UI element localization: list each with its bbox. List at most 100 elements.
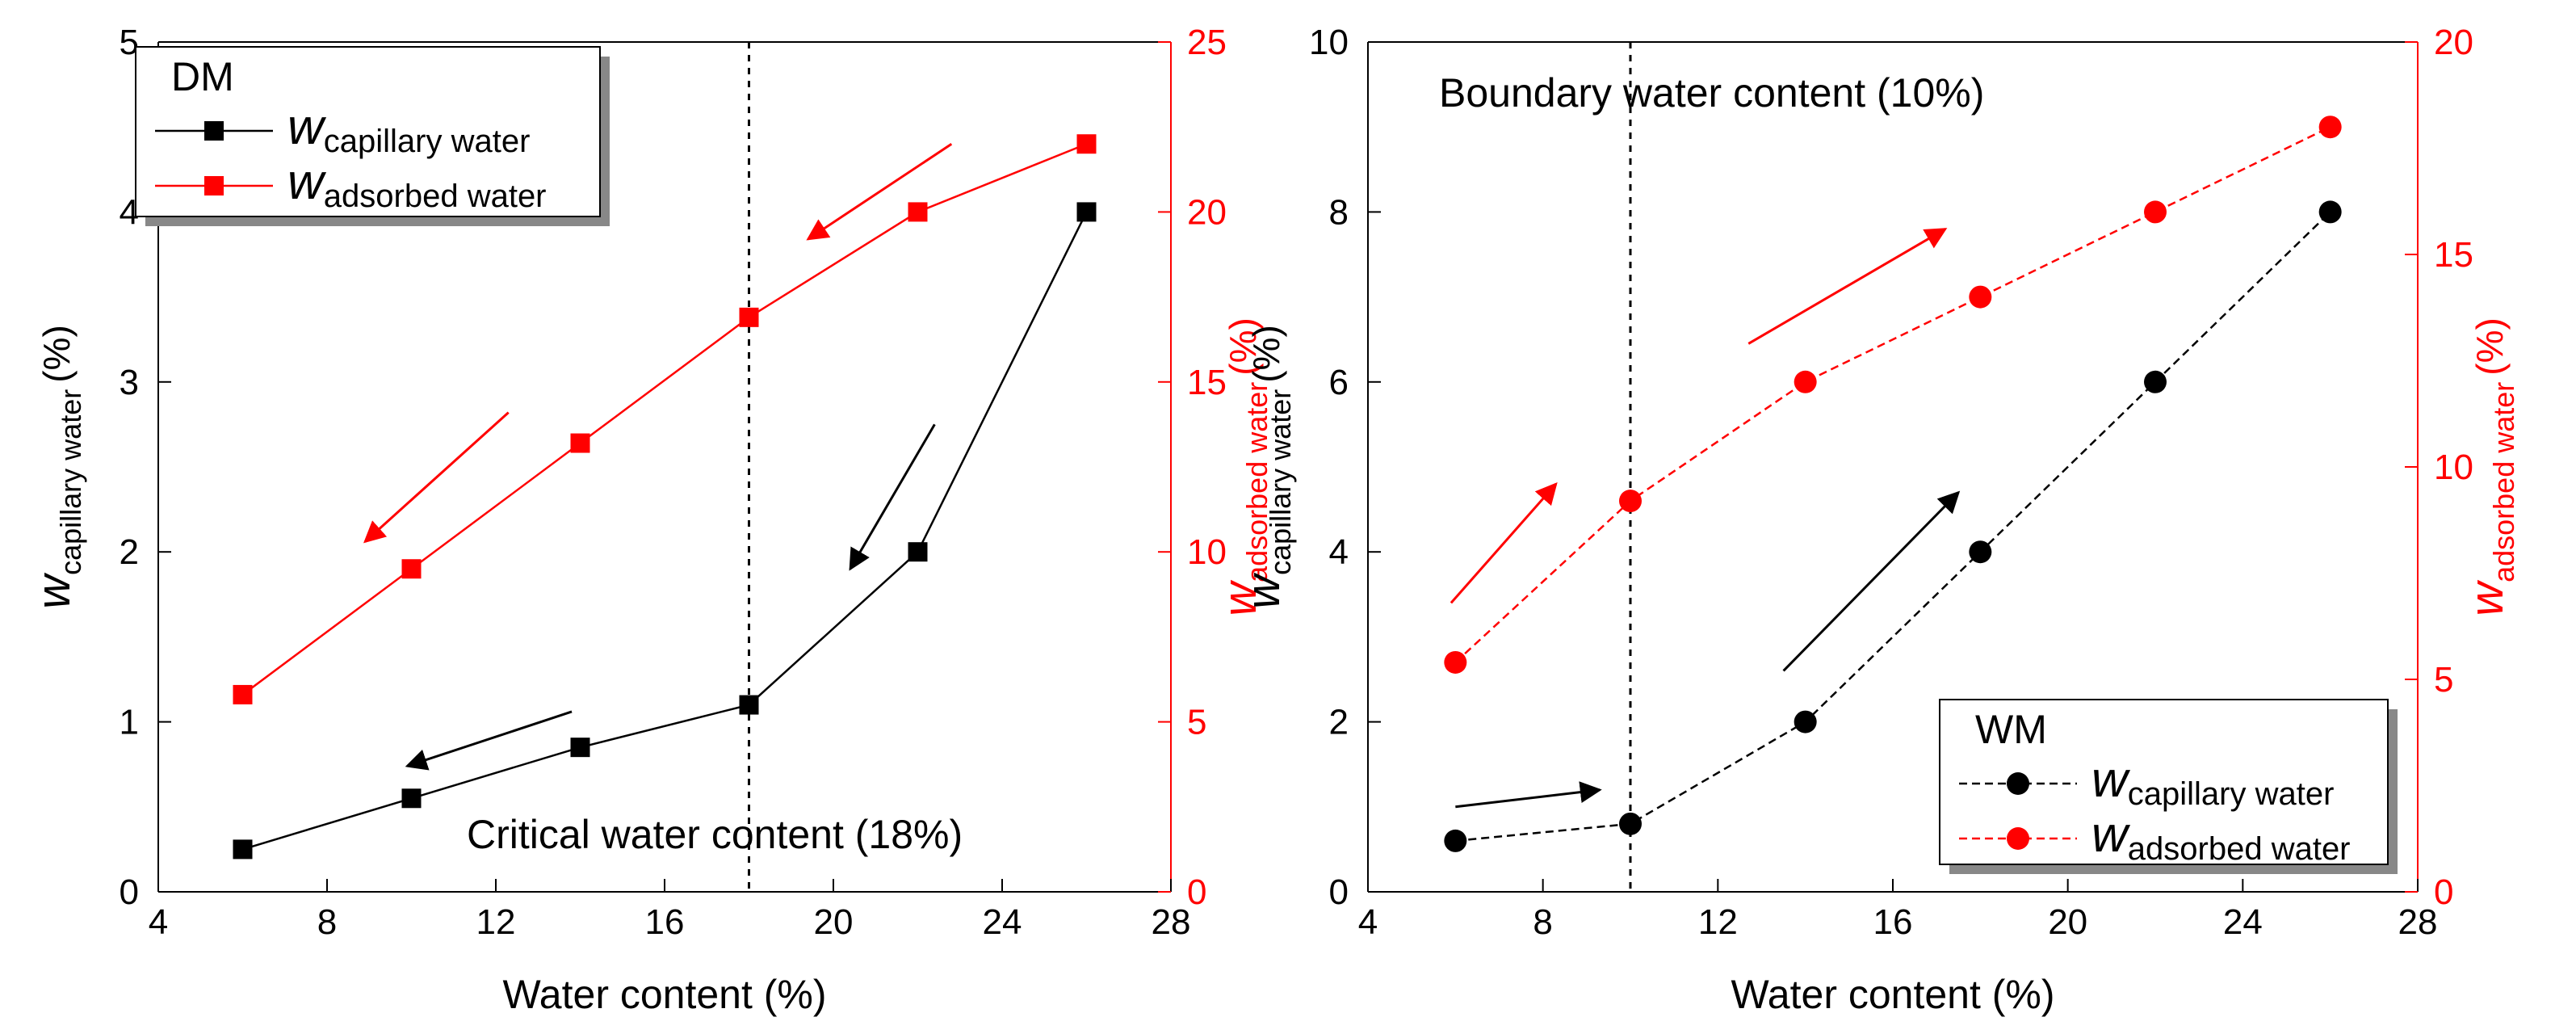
trend-arrow bbox=[405, 710, 573, 771]
legend-label: wadsorbed water bbox=[287, 154, 547, 214]
x-tick-label: 24 bbox=[983, 902, 1022, 942]
trend-arrow bbox=[1747, 228, 1948, 345]
data-point-adsorbed-water bbox=[908, 202, 928, 222]
x-tick-label: 4 bbox=[149, 902, 168, 942]
x-tick-label: 8 bbox=[317, 902, 337, 942]
legend-symbol: w bbox=[2091, 752, 2131, 808]
legend-symbol: w bbox=[287, 154, 327, 210]
y-left-tick-label: 2 bbox=[1329, 703, 1349, 742]
data-point-adsorbed-water bbox=[1619, 490, 1642, 513]
y-left-tick-label: 0 bbox=[120, 872, 139, 912]
legend-label: wadsorbed water bbox=[2091, 807, 2351, 867]
data-point-capillary-water bbox=[908, 542, 928, 562]
x-tick-label: 24 bbox=[2223, 902, 2263, 942]
y-right-tick-label: 10 bbox=[1187, 532, 1227, 572]
x-axis-title: Water content (%) bbox=[502, 972, 826, 1017]
y-right-tick-label: 20 bbox=[2434, 23, 2473, 62]
trend-arrow bbox=[849, 423, 936, 571]
y-left-tick-label: 4 bbox=[1329, 532, 1349, 572]
data-point-adsorbed-water bbox=[1794, 370, 1817, 393]
y-left-tick-label: 8 bbox=[1329, 192, 1349, 232]
data-point-capillary-water bbox=[233, 839, 253, 860]
legend-symbol: w bbox=[2091, 807, 2131, 863]
series-line-adsorbed-water bbox=[241, 143, 1087, 696]
data-point-capillary-water bbox=[570, 738, 590, 758]
data-point-capillary-water bbox=[1076, 202, 1097, 222]
legend-swatch-marker bbox=[2007, 772, 2029, 795]
y-right-tick-label: 20 bbox=[1187, 192, 1227, 232]
legend-label: wcapillary water bbox=[287, 99, 530, 159]
y-title-symbol: w bbox=[2461, 580, 2513, 616]
y-left-tick-label: 0 bbox=[1329, 872, 1349, 912]
y-title-subscript: adsorbed water bbox=[1240, 382, 1273, 582]
x-tick-label: 20 bbox=[2048, 902, 2087, 942]
data-point-capillary-water bbox=[2144, 370, 2167, 393]
legend-title: WM bbox=[1975, 707, 2047, 752]
legend-swatch-marker bbox=[2007, 827, 2029, 850]
series-line-adsorbed-water bbox=[1454, 126, 2331, 663]
trend-arrow bbox=[1455, 781, 1602, 809]
data-point-adsorbed-water bbox=[1969, 285, 1992, 309]
y-right-tick-label: 15 bbox=[1187, 363, 1227, 402]
legend-symbol: w bbox=[287, 99, 327, 155]
data-point-capillary-water bbox=[1794, 710, 1817, 733]
legend-series-name: capillary water bbox=[324, 124, 531, 159]
y-right-tick-label: 25 bbox=[1187, 23, 1227, 62]
data-point-capillary-water bbox=[1444, 829, 1467, 852]
x-tick-label: 4 bbox=[1358, 902, 1378, 942]
y-right-tick-label: 0 bbox=[2434, 872, 2453, 912]
y-left-tick-label: 2 bbox=[120, 532, 139, 572]
y-left-tick-label: 3 bbox=[120, 363, 139, 402]
y-left-tick-label: 1 bbox=[120, 703, 139, 742]
y-right-tick-label: 5 bbox=[2434, 660, 2453, 700]
y-right-axis-title: wadsorbed water (%) bbox=[2461, 317, 2520, 616]
trend-arrow bbox=[1450, 482, 1558, 604]
y-left-axis-title: wcapillary water (%) bbox=[27, 325, 87, 609]
legend-title: DM bbox=[171, 54, 234, 99]
x-axis-title: Water content (%) bbox=[1731, 972, 2054, 1017]
y-title-unit: (%) bbox=[36, 325, 78, 383]
legend-swatch-marker bbox=[204, 176, 224, 195]
x-tick-label: 28 bbox=[1152, 902, 1191, 942]
legend-series-name: adsorbed water bbox=[2128, 831, 2351, 867]
x-tick-label: 16 bbox=[1873, 902, 1913, 942]
x-tick-label: 20 bbox=[814, 902, 854, 942]
legend-series-name: capillary water bbox=[2128, 776, 2335, 812]
data-point-adsorbed-water bbox=[401, 559, 422, 579]
data-point-capillary-water bbox=[401, 788, 422, 809]
data-point-capillary-water bbox=[1969, 540, 1992, 564]
trend-arrow bbox=[363, 411, 510, 544]
x-tick-label: 16 bbox=[645, 902, 685, 942]
y-title-subscript: capillary water bbox=[54, 389, 87, 575]
data-point-adsorbed-water bbox=[233, 684, 253, 704]
data-point-adsorbed-water bbox=[739, 307, 759, 327]
y-title-subscript: capillary water bbox=[1264, 389, 1297, 575]
y-right-tick-label: 15 bbox=[2434, 235, 2473, 275]
reference-vline-label: Boundary water content (10%) bbox=[1439, 70, 1984, 116]
y-right-tick-label: 5 bbox=[1187, 703, 1206, 742]
series-line-capillary-water bbox=[242, 211, 1088, 851]
legend-series-name: adsorbed water bbox=[324, 179, 547, 214]
reference-vline-label: Critical water content (18%) bbox=[467, 812, 963, 857]
legend-swatch-marker bbox=[204, 121, 224, 141]
data-point-capillary-water bbox=[1619, 812, 1642, 835]
y-left-tick-label: 10 bbox=[1309, 23, 1349, 62]
x-tick-label: 12 bbox=[1698, 902, 1738, 942]
x-tick-label: 28 bbox=[2398, 902, 2438, 942]
x-tick-label: 12 bbox=[476, 902, 516, 942]
trend-arrow bbox=[1782, 490, 1961, 672]
y-right-tick-label: 10 bbox=[2434, 448, 2473, 487]
data-point-adsorbed-water bbox=[570, 433, 590, 453]
y-left-tick-label: 6 bbox=[1329, 363, 1349, 402]
y-right-axis-title: wadsorbed water (%) bbox=[1214, 317, 1273, 616]
trend-arrow bbox=[806, 142, 953, 241]
data-point-adsorbed-water bbox=[2144, 200, 2167, 224]
x-tick-label: 8 bbox=[1533, 902, 1552, 942]
y-title-symbol: w bbox=[1237, 573, 1290, 609]
y-title-unit: (%) bbox=[2469, 317, 2511, 376]
legend-label: wcapillary water bbox=[2091, 752, 2334, 812]
data-point-capillary-water bbox=[2318, 200, 2342, 224]
y-title-unit: (%) bbox=[1222, 317, 1264, 376]
